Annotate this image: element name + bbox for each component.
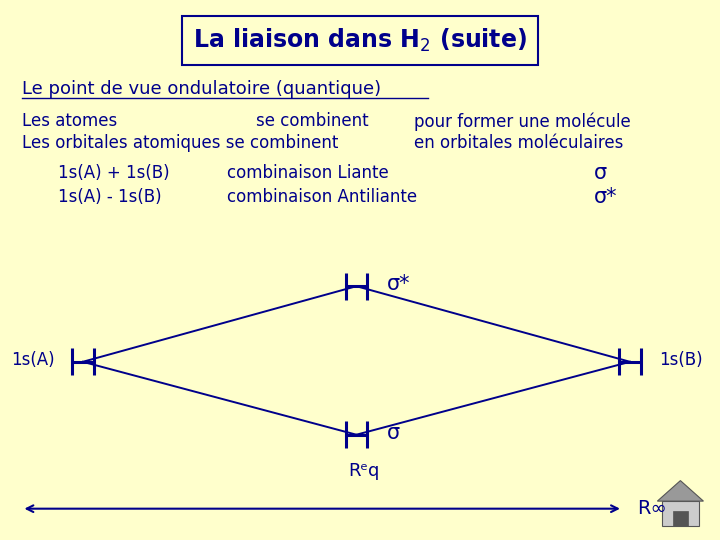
Text: combinaison Liante: combinaison Liante	[227, 164, 389, 182]
Text: en orbitales moléculaires: en orbitales moléculaires	[414, 134, 624, 152]
Polygon shape	[657, 481, 703, 501]
Text: Les atomes: Les atomes	[22, 112, 117, 131]
FancyBboxPatch shape	[662, 501, 699, 526]
Text: Le point de vue ondulatoire (quantique): Le point de vue ondulatoire (quantique)	[22, 80, 381, 98]
Text: La liaison dans H$_2$ (suite): La liaison dans H$_2$ (suite)	[193, 27, 527, 54]
Text: Rᵉq: Rᵉq	[348, 462, 379, 481]
FancyBboxPatch shape	[673, 511, 688, 526]
Text: σ: σ	[594, 163, 607, 183]
Text: σ: σ	[387, 422, 400, 443]
Text: se combinent: se combinent	[256, 112, 368, 131]
Text: 1s(B): 1s(B)	[659, 350, 703, 369]
Text: 1s(A): 1s(A)	[11, 350, 55, 369]
Text: combinaison Antiliante: combinaison Antiliante	[227, 188, 417, 206]
Text: 1s(A) - 1s(B): 1s(A) - 1s(B)	[58, 188, 161, 206]
Text: 1s(A) + 1s(B): 1s(A) + 1s(B)	[58, 164, 169, 182]
Text: σ*: σ*	[594, 187, 618, 207]
Text: σ*: σ*	[387, 274, 410, 294]
Text: pour former une molécule: pour former une molécule	[414, 112, 631, 131]
Text: Les orbitales atomiques se combinent: Les orbitales atomiques se combinent	[22, 134, 338, 152]
Text: R∞: R∞	[637, 499, 667, 518]
